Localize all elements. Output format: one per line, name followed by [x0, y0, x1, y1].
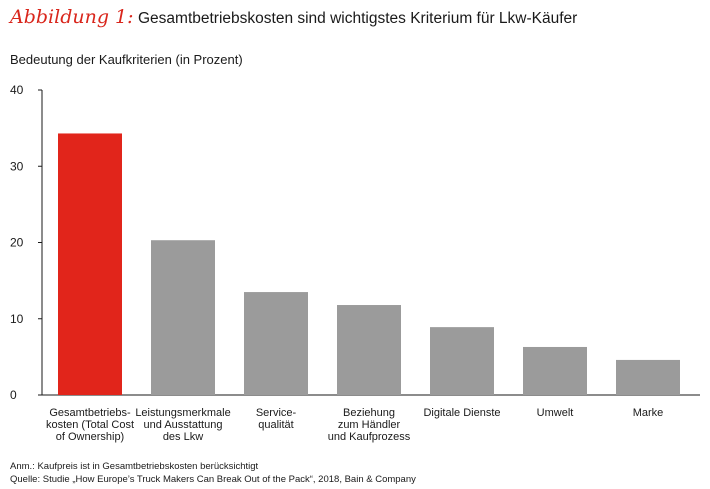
- bar: [616, 359, 680, 395]
- bar: [430, 327, 494, 395]
- x-tick-label: Marke: [633, 407, 664, 419]
- chart-subtitle: Bedeutung der Kaufkriterien (in Prozent): [10, 52, 243, 67]
- x-tick-label: Leistungsmerkmale und Ausstattung des Lkw: [135, 407, 230, 443]
- x-tick-label: Beziehung zum Händler und Kaufprozess: [328, 407, 411, 443]
- x-tick-label: Gesamtbetriebs-kosten (Total Cost of Owne…: [46, 407, 134, 443]
- y-tick-label: 40: [10, 83, 24, 97]
- bar: [337, 305, 401, 395]
- x-tick-label: Umwelt: [537, 407, 574, 419]
- bar: [151, 240, 215, 395]
- bar: [58, 133, 122, 395]
- figure-label: Abbildung 1:: [10, 6, 134, 28]
- footnote-source: Quelle: Studie „How Europe’s Truck Maker…: [10, 474, 416, 485]
- chart-header: Abbildung 1: Gesamtbetriebskosten sind w…: [10, 6, 577, 28]
- chart-title: Gesamtbetriebskosten sind wichtigstes Kr…: [137, 10, 578, 27]
- bar-chart: 0 10 20 30 40 Gesamtbetriebs-kosten (Total Co…: [10, 83, 700, 443]
- x-tick-label: Service-qualität: [256, 407, 297, 431]
- y-tick-label: 0: [10, 388, 17, 402]
- y-tick-label: 20: [10, 236, 24, 250]
- bar: [523, 346, 587, 395]
- bar: [244, 292, 308, 395]
- y-tick-label: 10: [10, 312, 24, 326]
- footnote-note: Anm.: Kaufpreis ist in Gesamtbetriebskos…: [10, 461, 259, 472]
- y-tick-label: 30: [10, 159, 24, 173]
- x-tick-label: Digitale Dienste: [423, 407, 500, 419]
